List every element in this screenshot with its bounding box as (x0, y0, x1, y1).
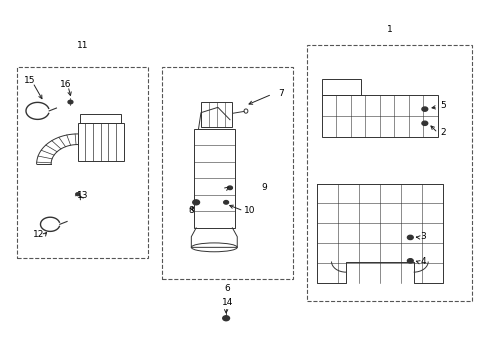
Circle shape (223, 316, 229, 321)
Bar (201, 102, 232, 127)
Text: 3: 3 (420, 232, 426, 241)
Circle shape (407, 259, 412, 263)
Circle shape (68, 100, 73, 104)
Circle shape (223, 201, 228, 204)
Text: 15: 15 (23, 76, 35, 85)
Bar (80, 114, 121, 123)
Circle shape (227, 186, 232, 190)
Text: 9: 9 (261, 183, 266, 192)
Text: 14: 14 (222, 298, 233, 307)
Text: 16: 16 (60, 80, 71, 89)
Bar (193, 129, 234, 228)
Bar (162, 67, 292, 279)
Text: 5: 5 (439, 101, 445, 110)
Circle shape (421, 121, 427, 125)
Text: 7: 7 (277, 89, 283, 98)
Bar (321, 79, 360, 95)
Text: 10: 10 (243, 206, 255, 215)
Text: 1: 1 (386, 25, 391, 34)
Circle shape (76, 193, 80, 195)
Text: 12: 12 (33, 230, 44, 239)
Bar (78, 123, 123, 161)
Circle shape (192, 200, 199, 205)
Text: 8: 8 (188, 206, 194, 215)
Circle shape (407, 235, 412, 239)
Text: 6: 6 (224, 284, 230, 293)
Circle shape (421, 107, 427, 111)
Text: 2: 2 (439, 128, 445, 137)
Text: 11: 11 (77, 41, 88, 50)
Text: 4: 4 (420, 257, 426, 266)
Bar (17, 67, 147, 258)
Bar (321, 95, 437, 138)
Bar (307, 45, 471, 301)
Text: 13: 13 (77, 192, 88, 201)
